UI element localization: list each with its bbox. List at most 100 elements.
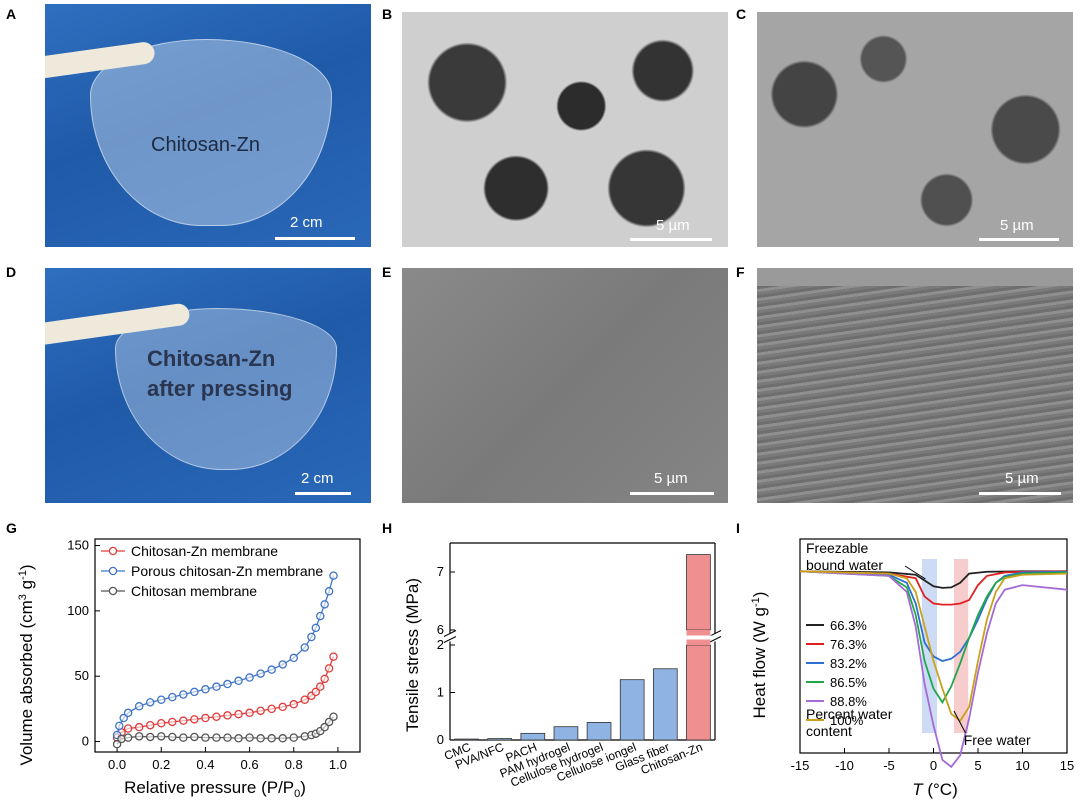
g-point (134, 702, 144, 711)
g-point (156, 695, 166, 704)
g-ytick-label: 0 (82, 734, 89, 749)
g-series-line (116, 575, 335, 736)
g-point (329, 571, 338, 580)
g-point (145, 732, 155, 742)
sem-panel-e: 5 µm (402, 268, 728, 503)
g-xtick-label: 0.4 (196, 757, 214, 772)
g-point (223, 679, 232, 689)
i-legend-label: 66.3% (830, 618, 867, 633)
sem-panel-f: 5 µm (757, 268, 1073, 503)
scale-label: 5 µm (656, 217, 690, 234)
i-xtick-label: 10 (1015, 758, 1029, 773)
membrane-label: Chitosan-Zn (151, 134, 260, 156)
g-point (300, 643, 310, 652)
g-point (311, 687, 321, 697)
g-point (234, 676, 243, 686)
g-ytick-label: 50 (75, 668, 89, 683)
panel-label-f: F (736, 264, 745, 280)
h-bar (487, 738, 513, 741)
g-point (117, 734, 126, 744)
g-point (179, 716, 188, 725)
i-annotation-free: Free water (964, 732, 1031, 748)
g-xtick-label: 0.2 (152, 757, 170, 772)
h-bar (520, 732, 546, 741)
g-point (134, 722, 144, 732)
i-legend-label: 76.3% (830, 637, 867, 652)
g-ylabel: Volume absorbed (cm3 g-1) (17, 564, 36, 765)
g-xtick-label: 0.8 (285, 757, 303, 772)
h-bar (454, 738, 479, 741)
h-ytick-label: 1 (437, 685, 444, 700)
g-legend-label: Chitosan membrane (131, 583, 257, 599)
g-point (278, 660, 287, 669)
g-point (190, 732, 199, 742)
membrane-label-line1: Chitosan-Zn (147, 346, 276, 371)
sem-panel-b: 5 µm (402, 12, 728, 247)
i-xtick-label: -10 (835, 758, 854, 773)
i-legend-label: 100% (830, 713, 864, 728)
g-point (324, 717, 334, 727)
scale-bar (630, 238, 712, 241)
h-bar-upper (686, 554, 711, 631)
i-legend-title2: content (806, 723, 852, 739)
g-point (307, 632, 316, 642)
g-plot-frame (94, 538, 361, 753)
panel-label-b: B (382, 6, 393, 22)
g-point (145, 720, 155, 730)
h-ytick-label: 0 (437, 732, 444, 747)
g-legend-marker (108, 546, 118, 556)
i-annotation-bound: Freezable (806, 540, 868, 556)
g-point (315, 611, 325, 621)
sem-top-band (757, 268, 1073, 286)
g-point (212, 712, 221, 721)
g-ytick-label: 100 (67, 603, 89, 618)
h-axis-break-gap (444, 633, 456, 642)
h-axis-break-mark (708, 636, 722, 643)
i-series-line (799, 570, 1067, 589)
i-annotation-bound2: bound water (806, 557, 883, 573)
h-bar (586, 722, 612, 741)
h-bar (619, 679, 645, 741)
g-point (289, 700, 298, 709)
h-axis-break-mark (443, 630, 457, 637)
sem-panel-c: 5 µm (757, 12, 1073, 247)
h-ytick-label: 7 (437, 564, 444, 579)
i-ylabel: Heat flow (W g-1) (750, 592, 769, 719)
i-xtick-label: 15 (1060, 758, 1074, 773)
g-point (329, 712, 338, 721)
h-bar (652, 668, 678, 741)
g-xlabel: Relative pressure (P/P0) (124, 778, 306, 800)
h-axis-break-gap (709, 633, 721, 642)
scale-label: 5 µm (1000, 217, 1034, 234)
g-point (324, 664, 334, 673)
h-ytick-label: 6 (437, 622, 444, 637)
g-point (201, 733, 210, 742)
scale-label: 2 cm (290, 214, 323, 231)
g-point (112, 739, 122, 749)
g-point (311, 623, 321, 633)
i-series-line (799, 570, 1068, 723)
g-point (256, 706, 265, 716)
g-point (320, 722, 329, 732)
scale-label: 2 cm (301, 470, 334, 487)
i-legend-title1: Percent water (806, 706, 893, 722)
i-legend-label: 88.8% (830, 694, 867, 709)
g-point (119, 713, 128, 723)
g-point (223, 733, 232, 742)
g-xtick-label: 1.0 (329, 757, 347, 772)
g-point (320, 674, 329, 684)
g-legend-label: Chitosan-Zn membrane (131, 543, 278, 559)
g-point (123, 733, 133, 742)
i-legend-label: 86.5% (830, 675, 867, 690)
chart-g: 0.0 0.2 0.4 0.6 0.8 1.0 0 50 100 150 Chitosan-Zn m… (17, 538, 361, 800)
g-legend-marker (108, 586, 118, 596)
scale-bar (979, 238, 1059, 241)
g-point (168, 692, 177, 702)
g-point (123, 708, 133, 718)
h-bar (686, 644, 711, 741)
g-point (278, 734, 287, 743)
g-point (179, 690, 188, 699)
i-series-line (799, 570, 1068, 705)
membrane-label-line2: after pressing (147, 376, 293, 401)
scale-label: 5 µm (1005, 470, 1039, 487)
